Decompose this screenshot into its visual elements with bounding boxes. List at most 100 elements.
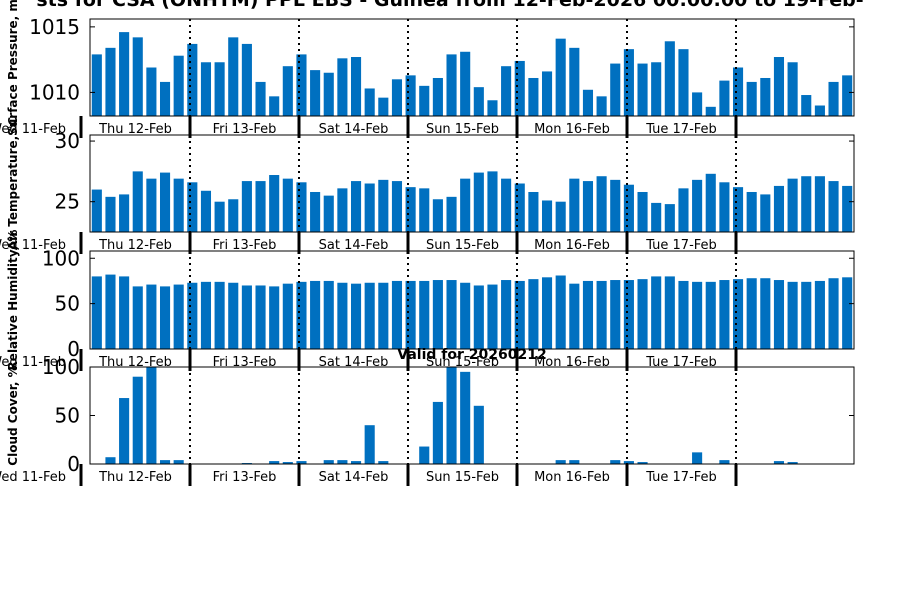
relative_humidity-bar bbox=[651, 276, 662, 349]
plot-frame bbox=[89, 134, 855, 233]
pressure-bar bbox=[487, 100, 498, 116]
air_temperature-bar bbox=[296, 182, 307, 232]
air_temperature-bar bbox=[378, 179, 389, 232]
cloud_cover-bar bbox=[555, 460, 566, 464]
air_temperature-bar bbox=[541, 200, 553, 232]
relative_humidity-bar bbox=[623, 280, 634, 349]
pressure-bar bbox=[719, 80, 730, 116]
relative_humidity-bar bbox=[310, 280, 321, 349]
relative_humidity-bar bbox=[787, 281, 798, 349]
air_temperature-bar bbox=[705, 173, 716, 232]
day-label: Thu 12-Feb bbox=[98, 355, 172, 370]
cloud_cover-bar bbox=[473, 405, 484, 464]
cloud_cover-bar bbox=[623, 461, 634, 464]
air_temperature-bar bbox=[664, 204, 675, 232]
relative_humidity-bar bbox=[91, 276, 102, 349]
relative_humidity-bar bbox=[719, 280, 730, 349]
relative_humidity-bar bbox=[378, 282, 389, 349]
day-label: Sat 14-Feb bbox=[319, 122, 389, 137]
pressure-bar bbox=[173, 55, 184, 116]
cloud_cover-bar bbox=[350, 461, 362, 464]
day-label: Mon 16-Feb bbox=[534, 122, 610, 137]
air_temperature-bar bbox=[732, 187, 744, 232]
air_temperature-bar bbox=[473, 172, 484, 232]
relative_humidity-bar bbox=[514, 280, 525, 349]
pressure-bar bbox=[200, 62, 212, 116]
air_temperature-bar bbox=[105, 196, 116, 232]
air_temperature-bar bbox=[596, 176, 607, 232]
pressure-bar bbox=[842, 75, 853, 116]
pressure-bar bbox=[732, 67, 744, 116]
relative_humidity-bar bbox=[842, 277, 853, 349]
air_temperature-bar bbox=[255, 181, 266, 232]
cloud_cover-bar bbox=[159, 460, 171, 464]
relative_humidity-bar bbox=[350, 283, 362, 349]
day-label: Tue 17-Feb bbox=[645, 470, 717, 485]
pressure-bar bbox=[541, 71, 553, 116]
relative_humidity-bar bbox=[637, 279, 648, 349]
pressure-bar bbox=[828, 81, 839, 116]
relative_humidity-bar bbox=[610, 280, 621, 349]
air_temperature-bar bbox=[555, 201, 566, 232]
pressure-bar bbox=[705, 106, 716, 116]
air_temperature-bar bbox=[432, 199, 443, 232]
relative_humidity-bar bbox=[228, 282, 239, 349]
plot-frame bbox=[89, 366, 855, 465]
relative_humidity-bar bbox=[364, 282, 375, 349]
cloud_cover-bar bbox=[787, 462, 798, 464]
pressure-bar bbox=[91, 54, 102, 116]
pressure-bar bbox=[637, 63, 648, 116]
relative_humidity-bar bbox=[801, 281, 812, 349]
pressure-bar bbox=[787, 62, 798, 116]
chart-title: sts for CSA (ONHTM) PPL EBS - Guinea fro… bbox=[36, 0, 863, 11]
cloud_cover-bar bbox=[432, 401, 443, 464]
air_temperature-bar bbox=[637, 191, 648, 232]
relative_humidity-bar bbox=[432, 280, 443, 349]
relative_humidity-bar bbox=[269, 286, 280, 349]
panel-air_temperature: 25 30 Air Temperature, °CWed 11-Feb Thu 12-… bbox=[0, 117, 855, 254]
air_temperature-bar bbox=[228, 199, 239, 232]
pressure-bar bbox=[214, 62, 225, 116]
relative_humidity-bar bbox=[391, 280, 403, 349]
pressure-bar bbox=[460, 51, 471, 116]
air_temperature-bar bbox=[323, 195, 334, 233]
pressure-bar bbox=[146, 67, 157, 116]
air_temperature-bar bbox=[269, 175, 280, 232]
day-label: Sat 14-Feb bbox=[319, 355, 389, 370]
air_temperature-bar bbox=[214, 201, 225, 232]
cloud_cover-bar bbox=[773, 461, 785, 464]
relative_humidity-bar bbox=[773, 280, 785, 349]
day-label: Wed 11-Feb bbox=[0, 238, 66, 253]
relative_humidity-bar bbox=[214, 281, 225, 349]
relative_humidity-bar bbox=[569, 283, 580, 349]
day-label: Thu 12-Feb bbox=[98, 470, 172, 485]
day-label: Tue 17-Feb bbox=[645, 238, 717, 253]
relative_humidity-bar bbox=[596, 280, 607, 349]
day-label: Tue 17-Feb bbox=[645, 122, 717, 137]
relative_humidity-bar bbox=[501, 280, 512, 349]
pressure-bar bbox=[664, 41, 675, 116]
relative_humidity-bar bbox=[187, 282, 198, 349]
panel-relative_humidity: 0 50 100 Relative Humidity, %Wed 11-Feb Thu … bbox=[0, 230, 855, 371]
pressure-bar bbox=[159, 81, 171, 116]
pressure-bar bbox=[228, 37, 239, 116]
relative_humidity-bar bbox=[828, 278, 839, 349]
air_temperature-bar bbox=[801, 176, 812, 232]
air_temperature-bar bbox=[692, 179, 703, 232]
y-tick-label: 0 bbox=[67, 452, 80, 476]
pressure-bar bbox=[501, 66, 512, 116]
day-label: Sun 15-Feb bbox=[426, 122, 499, 137]
relative_humidity-bar bbox=[419, 280, 430, 349]
relative_humidity-bar bbox=[460, 282, 471, 349]
day-label: Fri 13-Feb bbox=[213, 238, 277, 253]
cloud_cover-bar bbox=[460, 371, 471, 464]
day-label: Fri 13-Feb bbox=[213, 355, 277, 370]
cloud_cover-bar bbox=[692, 452, 703, 464]
relative_humidity-bar bbox=[746, 278, 757, 349]
relative_humidity-bar bbox=[732, 279, 744, 349]
pressure-bar bbox=[569, 47, 580, 117]
air_temperature-bar bbox=[828, 181, 839, 232]
panel-pressure: 1010 1015 Surface Pressure, mWed 11-Feb Thu… bbox=[0, 0, 855, 138]
cloud_cover-bar bbox=[364, 425, 375, 464]
